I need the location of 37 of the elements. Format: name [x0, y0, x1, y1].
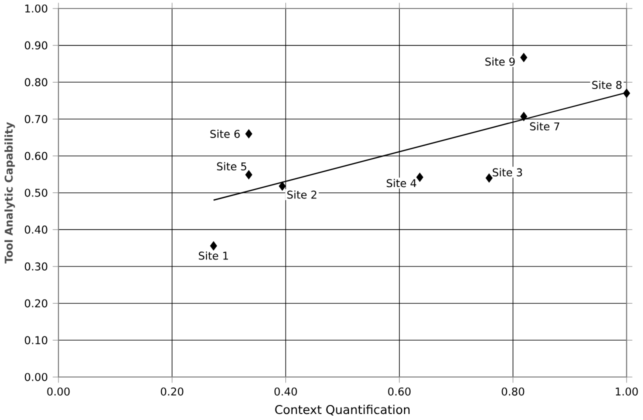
- point: [278, 182, 286, 191]
- x-tick-label: 1.00: [616, 387, 638, 396]
- x-tick-label: 0.60: [388, 387, 411, 396]
- x-tick-label: 0.20: [160, 387, 184, 396]
- y-axis-title: Tool Analytic Capability: [4, 122, 15, 264]
- y-tick-label: 0.00: [24, 372, 48, 382]
- y-tick-label: 0.10: [24, 336, 48, 344]
- annotation: Site 5: [217, 162, 246, 170]
- y-tick-label: 0.40: [24, 226, 48, 234]
- y-tick-label: 0.30: [24, 262, 48, 271]
- annotation: Site 7: [530, 122, 560, 130]
- point: [520, 52, 528, 62]
- y-tick-label: 0.70: [24, 115, 48, 124]
- y-tick-label: 0.80: [24, 78, 48, 86]
- point: [486, 173, 493, 183]
- point: [210, 241, 218, 250]
- annotation: Site 3: [492, 168, 522, 176]
- x-axis-title: Context Quantification: [275, 404, 410, 416]
- y-tick-label: 1.00: [25, 4, 48, 13]
- point: [623, 88, 630, 98]
- y-tick-label: 0.90: [24, 41, 48, 50]
- x-tick-label: 0.40: [274, 387, 297, 396]
- x-tick-label: 0.00: [47, 387, 70, 396]
- x-tick-label: 0.80: [502, 387, 524, 396]
- point: [245, 170, 252, 180]
- y-tick-label: 0.60: [24, 152, 48, 160]
- point: [416, 172, 424, 182]
- annotation: Site 9: [485, 57, 515, 66]
- annotation: Site 1: [198, 251, 228, 260]
- annotation: Site 8: [592, 80, 622, 89]
- annotation: Site 2: [287, 190, 316, 199]
- point: [520, 112, 528, 122]
- y-tick-label: 0.20: [24, 299, 48, 308]
- point: [245, 129, 252, 138]
- y-tick-label: 0.50: [24, 188, 48, 197]
- annotation: Site 4: [386, 178, 416, 188]
- annotation: Site 6: [210, 130, 240, 138]
